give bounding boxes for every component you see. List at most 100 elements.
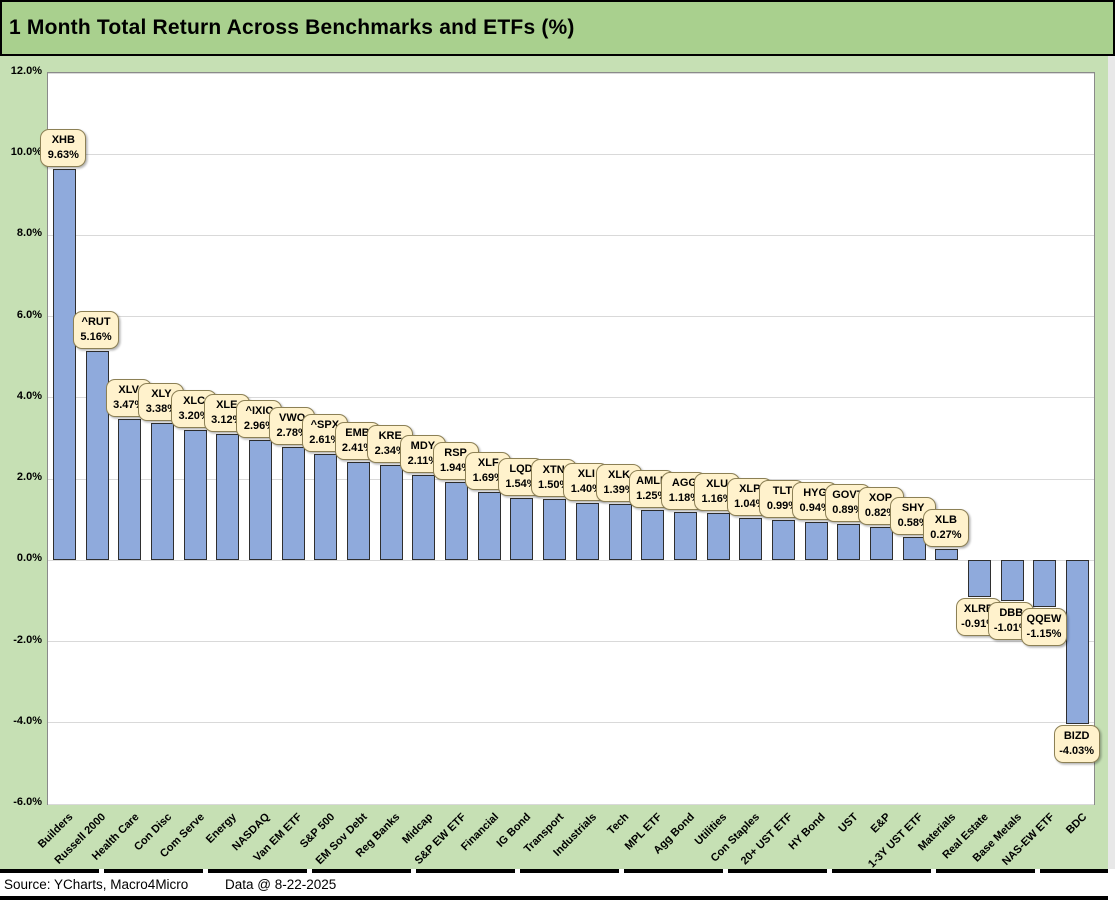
data-label-value: 1.16% — [701, 493, 733, 506]
data-label-value: 2.96% — [243, 420, 276, 433]
data-label-ticker: XLK — [608, 468, 631, 481]
source-text: Source: YCharts, Macro4Micro — [4, 877, 189, 892]
data-label-value: -0.91% — [961, 618, 997, 631]
bar-XLV — [118, 419, 142, 561]
data-label-ticker: XLY — [151, 388, 172, 401]
footer-row: Source: YCharts, Macro4Micro Data @ 8-22… — [0, 873, 1115, 896]
data-label-value: -4.03% — [1059, 744, 1095, 757]
data-label-ticker: AMLP — [636, 474, 668, 487]
data-label-ticker: GOVT — [832, 489, 864, 502]
data-label-value: 0.99% — [766, 500, 799, 513]
data-label-ticker: QQEW — [1026, 613, 1062, 626]
bar-XLP — [739, 518, 763, 561]
bar-XLK — [608, 503, 632, 561]
data-label-value: -1.01% — [993, 622, 1029, 635]
data-label-value: 1.40% — [570, 483, 602, 496]
page-title: 1 Month Total Return Across Benchmarks a… — [9, 16, 575, 39]
data-label-value: 1.50% — [538, 479, 570, 492]
gridline — [48, 316, 1094, 318]
data-label-ticker: VWO — [279, 412, 306, 425]
data-label-ticker: AGG — [671, 477, 697, 490]
bar-XLB — [935, 549, 959, 561]
y-axis-tick-label: 4.0% — [16, 389, 42, 402]
data-label-value: 0.89% — [832, 504, 864, 517]
data-label-^IXIC: ^IXIC 2.96% — [236, 400, 283, 439]
gridline — [48, 153, 1094, 155]
data-label-value: 2.34% — [374, 445, 406, 458]
data-label-value: 1.39% — [603, 483, 635, 496]
y-axis-tick-label: 12.0% — [10, 65, 42, 77]
data-label-ticker: XLE — [216, 398, 238, 411]
data-label-ticker: XLB — [934, 514, 957, 527]
bar-XTN — [543, 499, 567, 561]
gridline — [48, 803, 1094, 805]
y-axis-tick-label: 2.0% — [16, 471, 42, 484]
bar-XHB — [52, 169, 76, 561]
bar-VWO — [281, 447, 305, 561]
plot-area — [47, 72, 1095, 805]
data-label-ticker: XHB — [51, 134, 75, 147]
y-axis-tick-label: 10.0% — [10, 146, 42, 159]
data-label-value: 0.82% — [864, 507, 897, 520]
data-label-value: 0.94% — [799, 502, 831, 515]
data-label-value: 3.47% — [113, 399, 145, 412]
data-label-ticker: XLC — [183, 395, 206, 408]
data-label-value: 2.61% — [309, 434, 341, 447]
bar-EMB — [347, 462, 371, 561]
bar-GOVT — [837, 524, 861, 561]
gridline — [48, 397, 1094, 399]
data-label-ticker: XLF — [477, 456, 499, 469]
bar-KRE — [379, 465, 403, 561]
chart-title-bar: 1 Month Total Return Across Benchmarks a… — [0, 0, 1115, 56]
data-label-ticker: DBB — [999, 607, 1024, 620]
data-label-ticker: LQD — [509, 462, 533, 475]
data-label-ticker: SHY — [901, 501, 925, 514]
bar-SHY — [902, 536, 926, 561]
y-axis-tick-label: 8.0% — [16, 227, 42, 240]
gridline — [48, 559, 1094, 561]
data-label-ticker: KRE — [378, 430, 402, 443]
x-axis-category-label: Tech — [605, 811, 632, 838]
data-label-value: 1.04% — [734, 498, 766, 511]
x-axis-category-label: E&P — [868, 811, 894, 836]
data-label-value: 1.54% — [505, 477, 537, 490]
data-label-ticker: XLRE — [963, 603, 994, 616]
y-axis-tick-label: 6.0% — [16, 308, 42, 321]
bar-XLC — [183, 430, 207, 561]
data-label-value: 1.94% — [439, 461, 472, 474]
data-label-ticker: TLT — [772, 485, 793, 498]
data-label-value: 2.41% — [341, 442, 374, 455]
bar-XLF — [477, 491, 501, 561]
chart-area: 12.0% 10.0% 8.0% 6.0% 4.0% 2.0% 0.0% -2.0% -4.0%… — [0, 56, 1108, 870]
data-label-value: 3.20% — [178, 410, 210, 423]
bar-BIZD — [1066, 560, 1090, 724]
gridline — [48, 641, 1094, 643]
bar-XLI — [575, 503, 599, 561]
bar-QQEW — [1033, 560, 1057, 608]
data-date-text: Data @ 8-22-2025 — [225, 877, 337, 892]
data-label-value: 1.25% — [636, 489, 668, 502]
y-axis-tick-label: -6.0% — [13, 796, 42, 808]
data-label-value: -1.15% — [1026, 628, 1062, 641]
data-label-BIZD: BIZD -4.03% — [1053, 724, 1100, 763]
data-label-ticker: ^RUT — [81, 315, 111, 328]
bar-XLRE — [968, 560, 992, 598]
bar-XLE — [216, 433, 240, 561]
data-label-ticker: RSP — [444, 446, 467, 459]
y-axis-tick-label: -4.0% — [13, 714, 42, 727]
data-label-ticker: ^SPX — [310, 419, 340, 432]
bar-^IXIC — [248, 440, 272, 561]
bar-DBB — [1000, 560, 1024, 602]
data-label-ticker: BIZD — [1063, 729, 1090, 742]
data-label-QQEW: QQEW -1.15% — [1020, 608, 1067, 647]
data-label-ticker: EMB — [345, 427, 370, 440]
data-label-value: 3.12% — [211, 413, 243, 426]
x-axis-category-label: BDC — [1063, 811, 1090, 837]
y-axis-tick-label: 0.0% — [16, 552, 42, 565]
data-label-value: 2.78% — [276, 427, 308, 440]
bar-TLT — [771, 520, 795, 561]
data-label-XHB: XHB 9.63% — [40, 129, 87, 168]
data-label-RSP: RSP 1.94% — [432, 441, 479, 480]
y-axis-tick-label: -2.0% — [13, 633, 42, 646]
